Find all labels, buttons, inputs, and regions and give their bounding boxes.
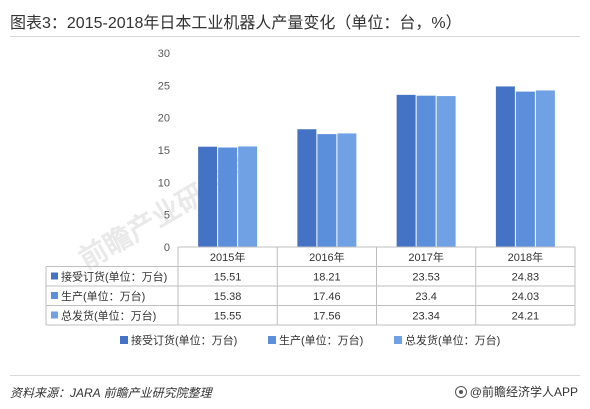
y-tick-label: 25 <box>158 80 170 92</box>
footer-divider <box>10 375 580 376</box>
data-label: 24.03 <box>512 291 540 303</box>
bar <box>198 146 218 247</box>
x-tick-label: 2018年 <box>508 250 543 264</box>
bar <box>515 91 535 247</box>
brand-label: @前瞻经济学人APP <box>469 385 578 399</box>
data-label: 15.51 <box>214 272 242 284</box>
bar <box>218 147 238 247</box>
legend-label: 总发货(单位：万台) <box>405 333 500 347</box>
legend-swatch <box>394 336 402 344</box>
series-label: 总发货(单位：万台) <box>61 309 156 323</box>
bar <box>238 146 258 247</box>
data-label: 23.4 <box>415 291 436 303</box>
bar <box>535 90 555 247</box>
bar <box>396 94 416 248</box>
y-tick-label: 30 <box>158 48 170 60</box>
data-label: 17.46 <box>313 291 341 303</box>
y-tick-label: 0 <box>164 242 170 254</box>
bar <box>416 95 436 248</box>
x-tick-label: 2016年 <box>309 250 344 264</box>
series-swatch <box>51 292 58 299</box>
legend-swatch <box>120 336 128 344</box>
bar <box>436 96 456 248</box>
y-tick-label: 10 <box>158 177 170 189</box>
data-label: 23.53 <box>412 272 440 284</box>
series-label: 生产(单位：万台) <box>61 289 145 303</box>
bar <box>297 129 317 247</box>
legend-label: 接受订货(单位：万台) <box>131 333 237 347</box>
data-label: 24.83 <box>512 272 540 284</box>
brand-credit: @前瞻经济学人APP <box>454 383 578 400</box>
y-tick-label: 15 <box>158 145 170 157</box>
title-divider <box>10 36 580 37</box>
data-label: 24.21 <box>512 311 540 323</box>
bar <box>337 133 357 247</box>
series-swatch <box>51 311 58 319</box>
data-label: 15.38 <box>214 291 242 303</box>
chart-title: 图表3：2015-2018年日本工业机器人产量变化（单位：台，%） <box>10 15 462 32</box>
data-label: 15.55 <box>214 311 242 323</box>
x-tick-label: 2017年 <box>408 250 443 264</box>
source-note: 资料来源：JARA 前瞻产业研究院整理 <box>10 386 212 400</box>
legend-label: 生产(单位：万台) <box>279 333 363 347</box>
data-label: 23.34 <box>412 311 440 323</box>
bar <box>495 86 515 247</box>
bar <box>317 134 337 247</box>
data-label: 18.21 <box>313 272 341 284</box>
series-label: 接受订货(单位：万台) <box>61 270 167 284</box>
y-tick-label: 20 <box>158 113 170 125</box>
series-swatch <box>51 272 58 280</box>
brand-logo-icon <box>454 385 467 398</box>
y-tick-label: 5 <box>164 210 170 222</box>
legend-swatch <box>268 336 276 344</box>
x-tick-label: 2015年 <box>210 250 245 264</box>
data-label: 17.56 <box>313 311 341 323</box>
